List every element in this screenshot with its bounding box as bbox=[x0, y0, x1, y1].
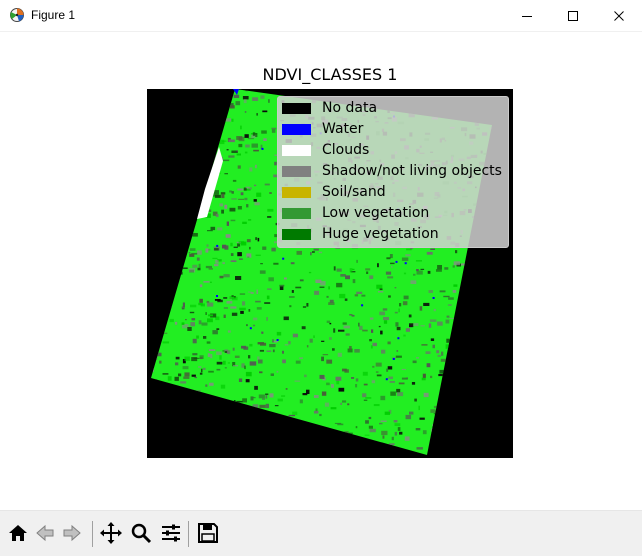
legend-item: Water bbox=[282, 121, 363, 137]
legend-swatch bbox=[282, 208, 311, 219]
legend-item: Soil/sand bbox=[282, 184, 386, 200]
toolbar-separator bbox=[92, 521, 93, 547]
close-icon bbox=[613, 10, 625, 22]
matplotlib-icon bbox=[9, 7, 25, 23]
back-button[interactable] bbox=[32, 519, 58, 547]
save-button[interactable] bbox=[195, 519, 221, 547]
legend-swatch bbox=[282, 145, 311, 156]
toolbar-separator bbox=[188, 521, 189, 547]
pan-icon bbox=[99, 521, 123, 545]
legend-label: Huge vegetation bbox=[322, 226, 439, 242]
legend-label: Clouds bbox=[322, 142, 369, 158]
forward-icon bbox=[61, 522, 83, 544]
pan-button[interactable] bbox=[98, 519, 124, 547]
legend-item: Clouds bbox=[282, 142, 369, 158]
close-button[interactable] bbox=[596, 0, 642, 31]
legend-item: No data bbox=[282, 100, 377, 116]
legend-swatch bbox=[282, 166, 311, 177]
legend-swatch bbox=[282, 124, 311, 135]
legend-label: Soil/sand bbox=[322, 184, 386, 200]
legend-label: Shadow/not living objects bbox=[322, 163, 502, 179]
forward-button[interactable] bbox=[59, 519, 85, 547]
window-title: Figure 1 bbox=[31, 8, 75, 22]
navigation-toolbar bbox=[0, 510, 642, 556]
legend-label: No data bbox=[322, 100, 377, 116]
zoom-icon bbox=[130, 522, 152, 544]
legend-item: Shadow/not living objects bbox=[282, 163, 502, 179]
minimize-icon bbox=[521, 10, 533, 22]
zoom-button[interactable] bbox=[128, 519, 154, 547]
legend-label: Water bbox=[322, 121, 363, 137]
window-titlebar[interactable]: Figure 1 bbox=[0, 0, 642, 32]
legend-item: Huge vegetation bbox=[282, 226, 439, 242]
legend-swatch bbox=[282, 229, 311, 240]
legend-swatch bbox=[282, 103, 311, 114]
configure-subplots-button[interactable] bbox=[158, 519, 184, 547]
save-icon bbox=[197, 522, 219, 544]
figure-canvas[interactable]: NDVI_CLASSES 1 No data Water Clouds bbox=[0, 32, 642, 510]
plot-title: NDVI_CLASSES 1 bbox=[147, 65, 513, 84]
legend-swatch bbox=[282, 187, 311, 198]
legend: No data Water Clouds Shadow/not living o… bbox=[277, 96, 509, 248]
minimize-button[interactable] bbox=[504, 0, 550, 31]
maximize-button[interactable] bbox=[550, 0, 596, 31]
configure-subplots-icon bbox=[160, 522, 182, 544]
back-icon bbox=[34, 522, 56, 544]
home-button[interactable] bbox=[5, 519, 31, 547]
home-icon bbox=[7, 522, 29, 544]
legend-item: Low vegetation bbox=[282, 205, 429, 221]
maximize-icon bbox=[567, 10, 579, 22]
legend-label: Low vegetation bbox=[322, 205, 429, 221]
